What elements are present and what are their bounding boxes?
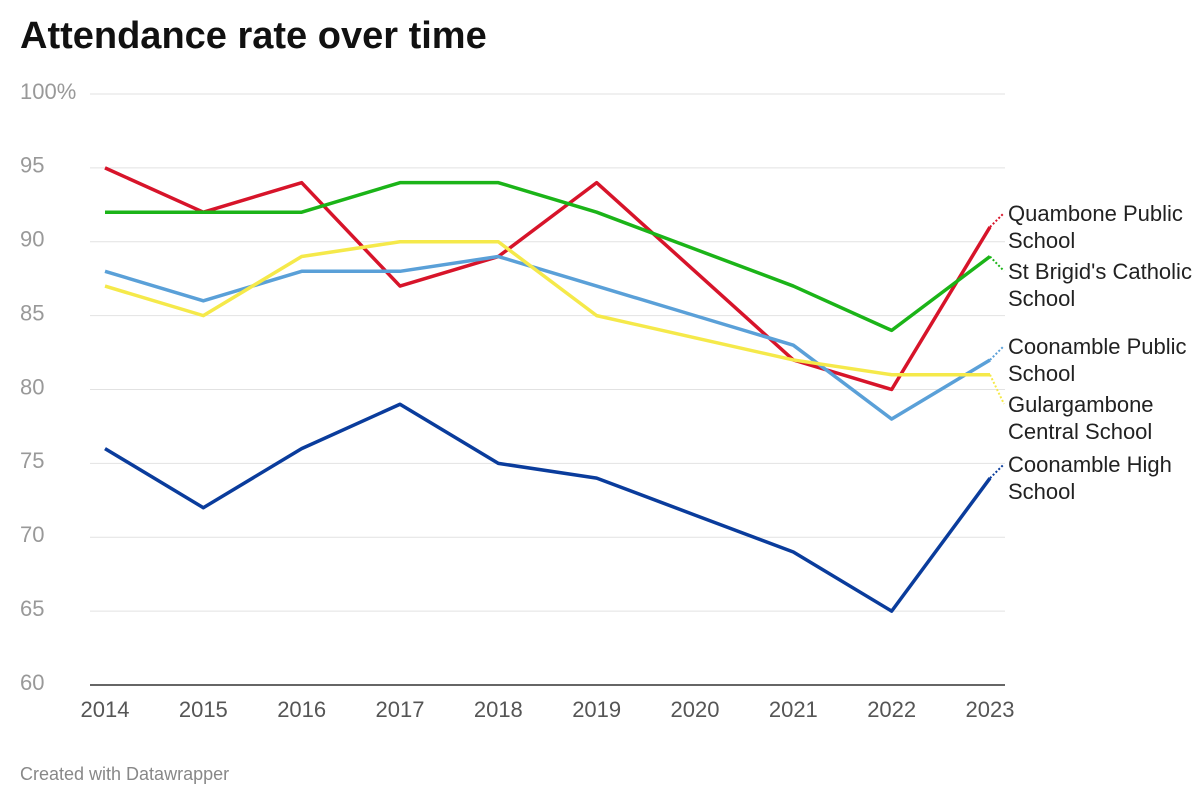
label-connector: [989, 255, 1005, 272]
x-tick-label: 2015: [179, 697, 228, 722]
series-label: Gulargambone Central School: [1008, 391, 1154, 444]
label-connector: [989, 374, 1005, 405]
line-series: [104, 166, 992, 392]
y-tick-label: 60: [20, 670, 44, 695]
series-label: Coonamble Public School: [1008, 333, 1187, 386]
x-tick-label: 2020: [671, 697, 720, 722]
y-tick-label: 90: [20, 227, 44, 252]
line-series: [104, 240, 990, 377]
y-tick-label: 70: [20, 522, 44, 547]
label-connector: [989, 212, 1005, 228]
y-tick-label: 85: [20, 300, 44, 325]
x-tick-label: 2019: [572, 697, 621, 722]
x-tick-label: 2021: [769, 697, 818, 722]
y-tick-label: 65: [20, 596, 44, 621]
x-tick-label: 2023: [966, 697, 1015, 722]
label-connector: [989, 463, 1005, 479]
y-tick-label: 100%: [20, 79, 76, 104]
line-series: [104, 254, 991, 421]
y-tick-label: 75: [20, 448, 44, 473]
line-series: [104, 402, 992, 613]
x-tick-label: 2016: [277, 697, 326, 722]
y-tick-label: 95: [20, 153, 44, 178]
series-label: St Brigid's Catholic School: [1008, 258, 1192, 311]
x-tick-label: 2018: [474, 697, 523, 722]
line-series: [105, 180, 992, 333]
y-tick-label: 80: [20, 374, 44, 399]
x-tick-label: 2017: [376, 697, 425, 722]
series-label: Quambone Public School: [1008, 200, 1183, 253]
series-label: Coonamble High School: [1008, 452, 1172, 505]
footer: Created with Datawrapper: [20, 764, 229, 784]
chart-title: Attendance rate over time: [20, 15, 487, 57]
x-tick-label: 2014: [81, 697, 130, 722]
label-connector: [989, 345, 1005, 361]
x-tick-label: 2022: [867, 697, 916, 722]
